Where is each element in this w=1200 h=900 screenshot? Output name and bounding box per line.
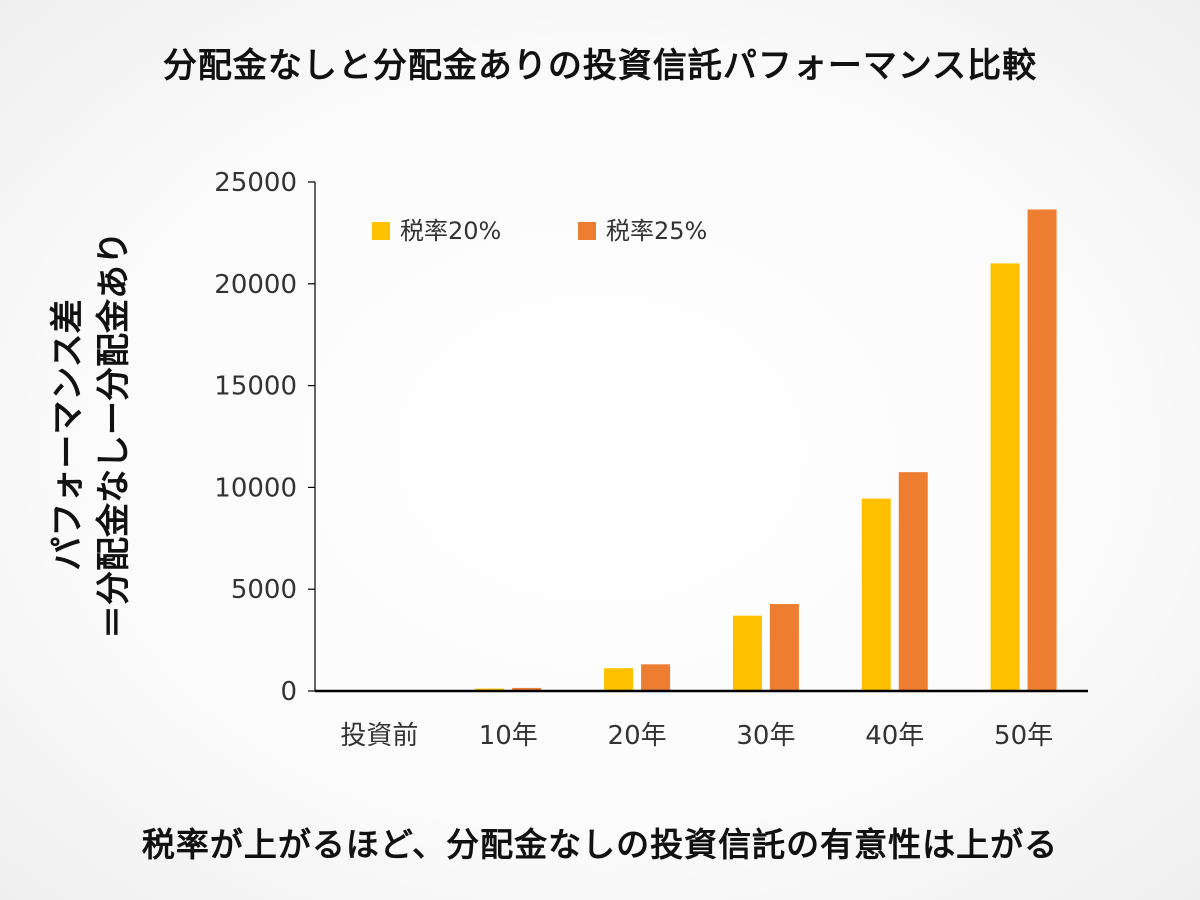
x-tick-label: 投資前	[340, 721, 418, 751]
x-tick-label: 20年	[608, 721, 667, 751]
y-tick-label: 10000	[214, 473, 297, 503]
x-tick-label: 30年	[736, 721, 795, 751]
bar-series1	[732, 615, 762, 691]
bar-series1	[604, 668, 634, 691]
footer-caption: 税率が上がるほど、分配金なしの投資信託の有意性は上がる	[141, 825, 1059, 864]
bar-series2	[512, 687, 542, 691]
x-axis: 投資前 10年 20年 30年 40年 50年	[315, 689, 1088, 751]
bar-series1	[861, 498, 891, 691]
chart-title: 分配金なしと分配金ありの投資信託パフォーマンス比較	[162, 46, 1038, 86]
bar-series2	[641, 664, 671, 691]
bar-series2	[1027, 209, 1057, 691]
legend-swatch	[372, 222, 390, 240]
x-tick-label: 50年	[994, 721, 1053, 751]
legend-swatch	[578, 222, 596, 240]
y-tick-label: 20000	[214, 270, 297, 300]
y-tick-label: 15000	[214, 372, 297, 402]
y-axis: 0 5000 10000 15000 20000 25000	[214, 168, 316, 707]
bars	[475, 209, 1057, 691]
legend: 税率20% 税率25%	[372, 217, 707, 245]
bar-series1	[990, 263, 1020, 691]
legend-label: 税率20%	[400, 217, 501, 245]
x-tick-label: 40年	[865, 721, 924, 751]
legend-label: 税率25%	[606, 217, 707, 245]
y-tick-label: 0	[280, 677, 297, 707]
x-tick-label: 10年	[479, 721, 538, 751]
y-tick-label: 5000	[231, 575, 297, 605]
bar-series2	[898, 472, 928, 691]
y-tick-label: 25000	[214, 168, 297, 198]
bar-series2	[769, 604, 799, 691]
